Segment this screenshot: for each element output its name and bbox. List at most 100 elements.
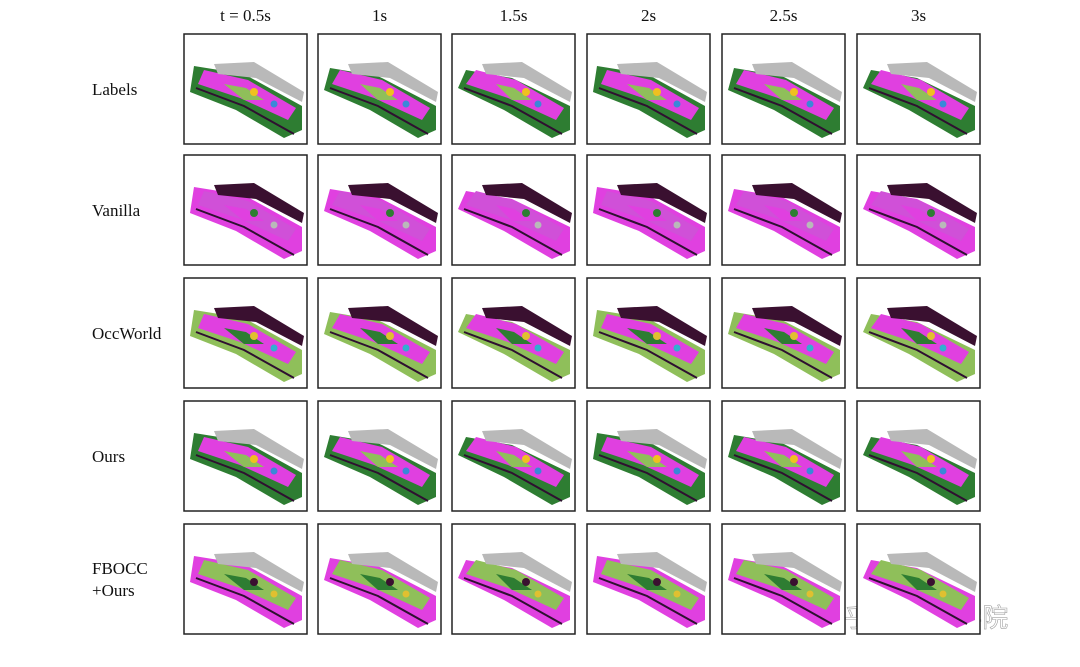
scene-edge bbox=[329, 87, 429, 135]
cell-image bbox=[317, 523, 442, 635]
scene-dot bbox=[673, 100, 681, 108]
scene-dot bbox=[250, 455, 258, 463]
scene-patch bbox=[764, 451, 802, 467]
cell-image bbox=[317, 33, 442, 145]
scene-side bbox=[752, 306, 842, 346]
scene-patch bbox=[360, 574, 398, 590]
scene-dot bbox=[522, 455, 530, 463]
scene-edge bbox=[195, 331, 295, 379]
scene-side bbox=[752, 552, 842, 592]
scene-side bbox=[348, 183, 438, 223]
scene-side bbox=[214, 306, 304, 346]
scene-dot bbox=[386, 88, 394, 96]
scene-edge bbox=[868, 208, 968, 256]
scene-edge bbox=[733, 331, 833, 379]
cell-image bbox=[721, 523, 846, 635]
scene-dot bbox=[522, 88, 530, 96]
scene-patch bbox=[496, 451, 532, 467]
scene-dot bbox=[250, 578, 258, 586]
scene-side bbox=[348, 552, 438, 592]
scene-dot bbox=[534, 590, 542, 598]
scene-dot bbox=[534, 467, 542, 475]
scene-patch bbox=[360, 205, 398, 221]
cell-image bbox=[586, 33, 711, 145]
cell-image bbox=[317, 154, 442, 266]
scene-side bbox=[348, 62, 438, 102]
scene-dot bbox=[790, 88, 798, 96]
scene-edge bbox=[733, 454, 833, 502]
row-label: Vanilla bbox=[92, 201, 141, 220]
cell-image bbox=[317, 277, 442, 389]
cell-image bbox=[183, 400, 308, 512]
row-label: OccWorld bbox=[92, 324, 162, 343]
column-header: 1.5s bbox=[500, 6, 528, 25]
scene-side bbox=[617, 552, 707, 592]
scene-edge bbox=[463, 454, 563, 502]
scene-dot bbox=[270, 221, 278, 229]
scene-dot bbox=[250, 88, 258, 96]
scene-patch bbox=[901, 574, 937, 590]
scene-dot bbox=[806, 467, 814, 475]
cell-image bbox=[586, 523, 711, 635]
scene-dot bbox=[386, 332, 394, 340]
cell-image bbox=[856, 523, 981, 635]
row-label: FBOCC bbox=[92, 559, 148, 578]
scene-edge bbox=[868, 454, 968, 502]
scene-dot bbox=[250, 332, 258, 340]
scene-edge bbox=[598, 87, 698, 135]
scene-side bbox=[482, 306, 572, 346]
scene-dot bbox=[386, 578, 394, 586]
scene-edge bbox=[195, 208, 295, 256]
scene-patch bbox=[764, 574, 802, 590]
scene-edge bbox=[598, 454, 698, 502]
scene-patch bbox=[764, 84, 802, 100]
scene-edge bbox=[868, 577, 968, 625]
scene-edge bbox=[868, 87, 968, 135]
scene-side bbox=[482, 62, 572, 102]
scene-patch bbox=[901, 84, 937, 100]
scene-dot bbox=[927, 88, 935, 96]
scene-side bbox=[482, 429, 572, 469]
row-label: +Ours bbox=[92, 581, 135, 600]
scene-dot bbox=[790, 332, 798, 340]
row-label: Labels bbox=[92, 80, 137, 99]
scene-edge bbox=[329, 577, 429, 625]
column-header: t = 0.5s bbox=[220, 6, 271, 25]
cell-image bbox=[451, 400, 576, 512]
scene-dot bbox=[927, 209, 935, 217]
cell-image bbox=[451, 33, 576, 145]
cell-image bbox=[856, 277, 981, 389]
cell-image bbox=[721, 400, 846, 512]
scene-patch bbox=[360, 328, 398, 344]
scene-edge bbox=[733, 208, 833, 256]
scene-dot bbox=[939, 221, 947, 229]
scene-dot bbox=[270, 467, 278, 475]
row-label: Ours bbox=[92, 447, 125, 466]
scene-dot bbox=[402, 100, 410, 108]
scene-dot bbox=[939, 467, 947, 475]
scene-edge bbox=[733, 577, 833, 625]
scene-dot bbox=[386, 455, 394, 463]
scene-edge bbox=[598, 577, 698, 625]
scene-patch bbox=[496, 328, 532, 344]
scene-patch bbox=[496, 574, 532, 590]
scene-edge bbox=[195, 87, 295, 135]
scene-side bbox=[752, 183, 842, 223]
scene-dot bbox=[806, 344, 814, 352]
scene-dot bbox=[522, 332, 530, 340]
scene-dot bbox=[939, 590, 947, 598]
scene-side bbox=[887, 429, 977, 469]
scene-side bbox=[752, 62, 842, 102]
scene-dot bbox=[939, 100, 947, 108]
column-header: 2.5s bbox=[770, 6, 798, 25]
scene-dot bbox=[806, 590, 814, 598]
scene-patch bbox=[360, 451, 398, 467]
scene-patch bbox=[764, 328, 802, 344]
scene-patch bbox=[496, 84, 532, 100]
scene-dot bbox=[673, 221, 681, 229]
cell-image bbox=[856, 154, 981, 266]
scene-dot bbox=[402, 221, 410, 229]
scene-side bbox=[887, 183, 977, 223]
